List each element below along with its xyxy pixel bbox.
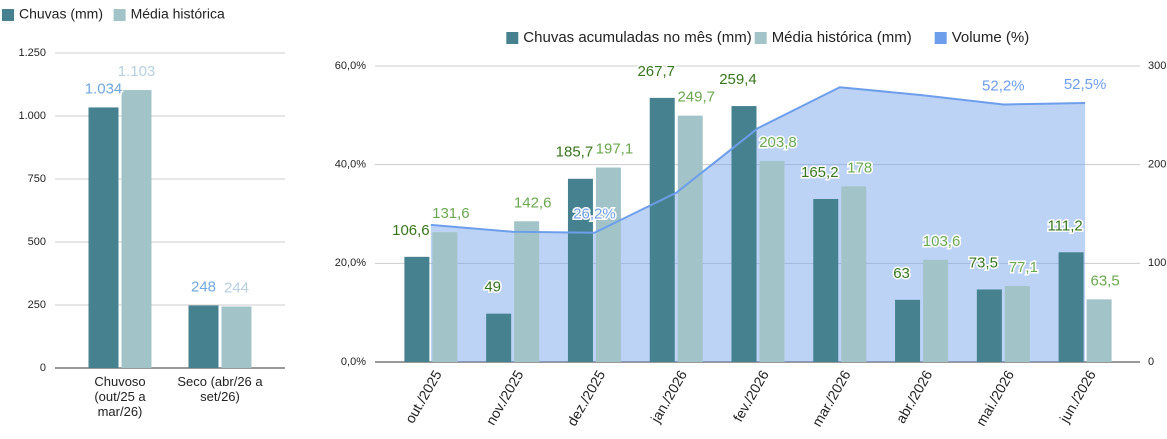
bar	[923, 259, 949, 362]
value-label: 197,1	[596, 140, 634, 157]
bar	[813, 199, 839, 362]
value-label: 244	[224, 279, 249, 296]
x-tick-label: out./2025	[402, 367, 445, 426]
legend-label: Média histórica	[131, 6, 225, 22]
bar	[976, 289, 1002, 362]
x-tick-label: mai./2026	[973, 367, 1018, 428]
value-label: 73,5	[969, 254, 998, 271]
value-label: 267,7	[637, 63, 675, 80]
value-label: 77,1	[1009, 259, 1038, 276]
bar	[759, 160, 785, 362]
legend-swatch	[113, 9, 126, 21]
bar	[567, 178, 593, 362]
y-tick-label: 500	[28, 236, 46, 248]
category-text: Chuvoso (out/25 a mar/26)	[94, 374, 146, 419]
value-label: 165,2	[801, 164, 839, 181]
bar	[486, 313, 512, 362]
bar	[1004, 285, 1030, 362]
x-tick-label: fev./2026	[730, 367, 772, 424]
bar	[404, 256, 430, 362]
bar	[649, 97, 675, 363]
value-label: 26,2%	[573, 206, 616, 223]
bar	[841, 186, 867, 362]
volume-line	[430, 86, 1086, 234]
value-label: 142,6	[514, 194, 552, 211]
bar	[731, 106, 757, 362]
value-label: 1.034	[85, 80, 123, 97]
category-text: Seco (abr/26 a set/26)	[177, 374, 263, 404]
value-label: 63	[893, 265, 910, 282]
value-label: 203,8	[759, 134, 797, 151]
value-label: 52,2%	[982, 77, 1025, 94]
legend-swatch	[934, 32, 947, 44]
y-tick-label: 250	[28, 299, 46, 311]
bar	[121, 90, 152, 368]
value-label: 259,4	[719, 71, 757, 88]
bar	[1058, 252, 1084, 362]
value-label: 52,5%	[1064, 76, 1107, 93]
x-tick-label: jan./2026	[647, 367, 690, 426]
bar	[1086, 299, 1112, 362]
x-tick-label: mar./2026	[809, 367, 854, 429]
bar	[221, 306, 252, 368]
y-tick-label: 1.000	[18, 110, 46, 122]
y-tick-label: 20,0%	[335, 257, 366, 269]
legend-label: Chuvas (mm)	[19, 6, 103, 22]
value-label: 63,5	[1091, 272, 1120, 289]
legend-label: Chuvas acumuladas no mês (mm)	[523, 29, 751, 46]
bar	[432, 232, 458, 362]
value-label: 185,7	[556, 144, 594, 161]
value-label: 111,2	[1047, 217, 1082, 234]
x-tick-label: jun./2026	[1056, 367, 1099, 426]
bar	[514, 221, 540, 362]
x-tick-label: Seco (abr/26 a set/26)	[177, 374, 263, 404]
y-tick-label: 750	[28, 173, 46, 185]
legend-label: Média histórica (mm)	[772, 29, 912, 46]
bar	[188, 305, 219, 368]
x-tick-label: nov./2025	[482, 367, 526, 428]
x-tick-label: Chuvoso (out/25 a mar/26)	[94, 374, 146, 419]
bar	[595, 167, 621, 362]
value-label: 1.103	[118, 63, 156, 80]
y-tick-label: 0	[40, 362, 46, 374]
value-label: 131,6	[432, 205, 470, 222]
y-tick-label: 1.250	[18, 47, 46, 59]
legend-label: Volume (%)	[952, 29, 1030, 46]
y-tick-label: 60,0%	[335, 60, 366, 72]
y2-tick-label: 100	[1148, 257, 1166, 269]
y2-tick-label: 200	[1148, 159, 1166, 171]
bar	[895, 299, 921, 362]
volume-area	[430, 87, 1086, 363]
y-tick-label: 40,0%	[335, 159, 366, 171]
bar	[88, 107, 119, 368]
value-label: 49	[484, 279, 501, 296]
bar	[677, 115, 703, 362]
legend-swatch	[506, 32, 519, 44]
y2-tick-label: 0	[1148, 356, 1154, 368]
legend-swatch	[754, 32, 767, 44]
value-label: 249,7	[677, 89, 715, 106]
y2-tick-label: 300	[1148, 60, 1166, 72]
value-label: 178	[847, 159, 872, 176]
value-label: 103,6	[923, 233, 961, 250]
y-tick-label: 0,0%	[341, 356, 366, 368]
value-label: 106,6	[392, 222, 430, 239]
value-label: 248	[191, 278, 216, 295]
x-tick-label: dez./2025	[564, 367, 609, 428]
legend-swatch	[2, 9, 14, 21]
x-tick-label: abr./2026	[892, 367, 935, 426]
